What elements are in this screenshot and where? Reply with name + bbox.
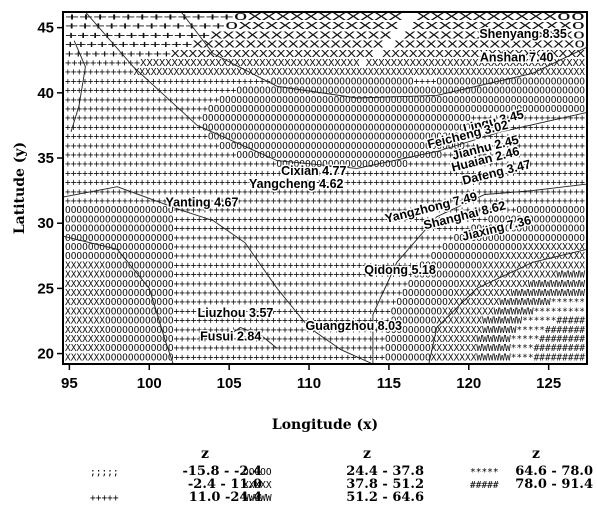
pattern-row: OOOOOOOOOOOOOOOOOOO+++++++++++++++++++++… [65,242,585,253]
contour-line [70,40,86,133]
pattern-row: ++++++++++++++++++++++++++++++++++++++++… [65,196,585,207]
legend-symbol: XXXXX [243,480,272,491]
pattern-row: XXXXXXXOOOOOOOOOOOO+++++++++++++++++++++… [65,325,585,336]
pattern-row: XXXXXXXOOOOOOOOOOOO+++++++++++++++++++++… [65,260,585,271]
y-tick-label: 20 [37,346,54,363]
legend-range: 37.8 - 51.2 [346,477,424,492]
pattern-row: OOOOOOOOOOOOOOOOOOO+++++++++++++++++++++… [65,214,585,225]
city-label: Qidong 5.18 [364,263,436,277]
city-label: Anshan 7.40 [480,51,554,65]
pattern-row: +++++++++++++++++++++++++++++++++++++OOO… [65,159,585,170]
city-label: Guangzhou 8.03 [305,319,402,333]
pattern-row: XXXXXXXOOOOOOOOOOOO+++++++++++++++++++++… [65,270,585,281]
legend-symbol: ***** [470,467,499,478]
contour-line [220,326,278,349]
contour-lines [63,12,587,364]
pattern-row: ++++++++++++++++++++++++++++++++++++OOOO… [65,76,585,87]
y-tick-label: 25 [37,280,54,297]
pattern-row: ++++++++++++++++++++++++++++++++++++++++… [65,187,585,198]
legend-heading: z [201,446,209,462]
pattern-row: XXXXXXXOOOOOOOOOOOO+++++++++++++++++++++… [65,334,585,345]
pattern-row: ++++++++++++XXXXXXXXXXXXXXXXXXXXXXX XXXX… [65,49,585,60]
y-tick-label: 45 [37,20,54,37]
legend: z;;;;; -15.8 - -2.4-2.4 - 11.0 +++++ 11.0 -… [90,446,593,505]
y-tick-label: 35 [37,150,54,167]
city-label: Fusui 2.84 [200,330,261,344]
pattern-row: XXXXXXXOOOOOOOOOOOO+++++++++++++++++++++… [65,306,585,317]
pattern-row: ++++++++++++++++++++++++OOOOOOOOOOOOOOOO… [65,113,585,124]
pattern-row: ++++++++++++XXXXXXXXXXXXXXXXXXXXXXXXXXXX… [65,67,585,78]
pattern-row: OOOOOOOOOOOOOOOOOOO+++++++++++++++++++++… [65,251,585,262]
pattern-row: XXXXXXXOOOOOOOOOOOO+++++++++++++++++++++… [65,352,585,363]
y-axis-title: Latitude (y) [12,142,28,234]
city-label: Yangcheng 4.62 [249,177,344,191]
pattern-row: XXXXXXXOOOOOOOOOOOO+++++++++++++++++++++… [65,297,585,308]
y-tick-label: 40 [37,85,54,102]
legend-heading: z [532,446,540,462]
legend-range: 51.2 - 64.6 [346,490,424,505]
pattern-row: ++++++++++++XXXXXXXXXXXXXXXXXXXXXXXXXXXX… [65,58,585,69]
pattern-row: ++++++++++++++++++++++++++++++++++++++++… [65,178,585,189]
contour-line [63,235,174,364]
x-tick-label: 100 [137,375,162,392]
legend-symbol: WWWWW [243,493,272,504]
contour-line [85,12,587,169]
x-tick-label: 95 [61,375,78,392]
pattern-row: ++++++++++++++++++++++++OOOOOOOOOOOOOOOO… [65,122,585,133]
pattern-row: ++++++++++++XXXXXXXXXXXXXXXXXX XXXXXXXXX… [65,40,585,51]
city-label: Shenyang 8.35 [479,27,567,41]
legend-symbol: +++++ [90,493,119,504]
legend-symbol: OOOOO [243,467,272,478]
y-tick-label: 30 [37,215,54,232]
pattern-row: +++++++++++++++++++++++++++OOOOOOOOOOOOO… [65,141,585,152]
pattern-row: XXXXXXXOOOOOOOOOOOO+++++++++++++++++++++… [65,288,585,299]
city-label: Cixian 4.77 [281,164,346,178]
pattern-row: +++++++++++++++++++++++++++OOOOOOOOOOOOO… [65,95,585,106]
y-axis: 20 25 30 35 40 45 [37,20,63,363]
city-label: Liuzhou 3.57 [198,306,274,320]
pattern-row: ++++++++++++++++++++++++++++++OOOOOOOOOO… [65,150,585,161]
pattern-row: XXXXXXXOOOOOOOOOOOO+++++++++++++++++++++… [65,316,585,327]
character-pattern-field: ++++++++++++OXXXXXXXXXXX XXXXXXXXXXOO+++… [65,12,586,363]
x-tick-label: 105 [217,375,242,392]
legend-symbol: ;;;;; [90,467,119,478]
legend-range: -15.8 - -2.4 [182,464,262,479]
legend-range: 24.4 - 37.8 [346,464,424,479]
pattern-row: +++++++++++++++++++++++++OOOOOOOOOOOOOOO… [65,104,585,115]
legend-heading: z [363,446,371,462]
contour-line [428,248,587,364]
x-tick-label: 115 [377,375,401,392]
pattern-row: ++++++++++++++++++++++++++++++OOOOOOOOOO… [65,86,585,97]
pattern-row: OOOOOOOOOOOOOOOOOOO+++++++++++++++++++++… [65,224,585,235]
contour-line [63,186,374,364]
legend-symbol: ##### [470,480,499,491]
pattern-row: ++++++++++++++++++++++++++++++++++++++++… [65,168,585,179]
x-tick-label: 125 [536,375,561,392]
pattern-row: XXXXXXXOOOOOOOOOOOO+++++++++++++++++++++… [65,343,585,354]
city-label: Yanting 4.67 [166,195,239,209]
legend-range: 78.0 - 91.4 [515,477,593,492]
legend-range: 11.0 -24.4 [189,490,262,505]
contour-line [180,12,587,99]
legend-range: 64.6 - 78.0 [515,464,593,479]
pattern-row: ++++++++++++OXXXXXXXXXXXX XXXXXXXXXXXXO [65,21,586,32]
pattern-row: OOOOOOOOOOOOOOOOOOO+++++++++++++++++++++… [65,233,585,244]
x-tick-label: 120 [456,375,481,392]
pattern-row: OOOOOOOOOOOOOOOOOOO+++++++++++++++++++++… [65,205,585,216]
plot-frame [62,11,588,365]
pattern-row: XXXXXXXOOOOOOOOOOOO+++++++++++++++++++++… [65,279,585,290]
x-axis: 95 100 105 110 115 120 125 [61,364,561,392]
pattern-row: ++++++++++++XXXXXXXXXXXXXXX XXXXXXXXXXXX… [65,30,585,41]
contour-line [372,183,587,364]
x-axis-title: Longitude (x) [272,417,378,433]
x-tick-label: 110 [297,375,321,392]
pattern-row: +++++++++++++++++++++++++OOOOOOOOOOOOOOO… [65,132,585,143]
legend-range: -2.4 - 11.0 [188,477,262,492]
pattern-row: ++++++++++++OXXXXXXXXXXX XXXXXXXXXXOO [65,12,586,23]
